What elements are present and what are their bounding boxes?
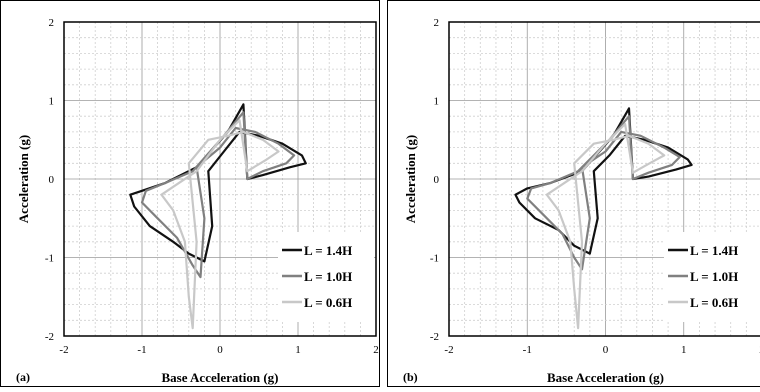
y-tick-label: 2 bbox=[434, 17, 440, 29]
chart-b-panel-label: (b) bbox=[403, 370, 418, 384]
panel-b-border bbox=[388, 1, 760, 387]
legend-label-3: L = 0.6H bbox=[304, 295, 352, 310]
x-tick-label: -2 bbox=[59, 344, 68, 356]
x-tick-label: -2 bbox=[444, 344, 453, 356]
y-tick-label: 1 bbox=[49, 96, 55, 108]
x-tick-label: 1 bbox=[295, 344, 301, 356]
legend-label-3: L = 0.6H bbox=[690, 295, 738, 310]
y-tick-label: 0 bbox=[49, 174, 55, 186]
panel-a-border bbox=[1, 1, 380, 387]
x-tick-label: 0 bbox=[603, 344, 609, 356]
chart-a-legend: L = 1.4H L = 1.0H L = 0.6H bbox=[278, 232, 374, 322]
legend-label-1: L = 1.4H bbox=[304, 243, 352, 258]
x-tick-label: 2 bbox=[373, 344, 379, 356]
y-tick-label: 1 bbox=[434, 96, 440, 108]
legend-label-1: L = 1.4H bbox=[690, 243, 738, 258]
chart-a-xlabel: Base Acceleration (g) bbox=[162, 370, 279, 385]
y-tick-label: -2 bbox=[45, 331, 54, 343]
chart-panel-a: -2 -1 0 1 2 -2 -1 0 1 2 Base Acceleration (g) Acc… bbox=[0, 0, 380, 387]
y-tick-label: 0 bbox=[434, 174, 440, 186]
y-tick-label: 2 bbox=[49, 17, 55, 29]
legend-label-2: L = 1.0H bbox=[304, 269, 352, 284]
x-tick-label: -1 bbox=[523, 344, 532, 356]
y-tick-label: -1 bbox=[430, 253, 439, 265]
chart-b-legend: L = 1.4H L = 1.0H L = 0.6H bbox=[664, 232, 760, 322]
x-tick-label: 0 bbox=[217, 344, 223, 356]
x-tick-label: 1 bbox=[681, 344, 687, 356]
chart-b-ylabel: Acceleration (g) bbox=[403, 135, 418, 223]
y-tick-label: -1 bbox=[45, 253, 54, 265]
chart-b-xlabel: Base Acceleration (g) bbox=[547, 370, 664, 385]
chart-a-ylabel: Acceleration (g) bbox=[16, 135, 31, 223]
chart-a-svg: -2 -1 0 1 2 -2 -1 0 1 2 Base Acceleration (g) Acc… bbox=[0, 0, 380, 387]
x-tick-label: -1 bbox=[137, 344, 146, 356]
y-tick-label: -2 bbox=[430, 331, 439, 343]
chart-a-panel-label: (a) bbox=[16, 370, 30, 384]
legend-label-2: L = 1.0H bbox=[690, 269, 738, 284]
